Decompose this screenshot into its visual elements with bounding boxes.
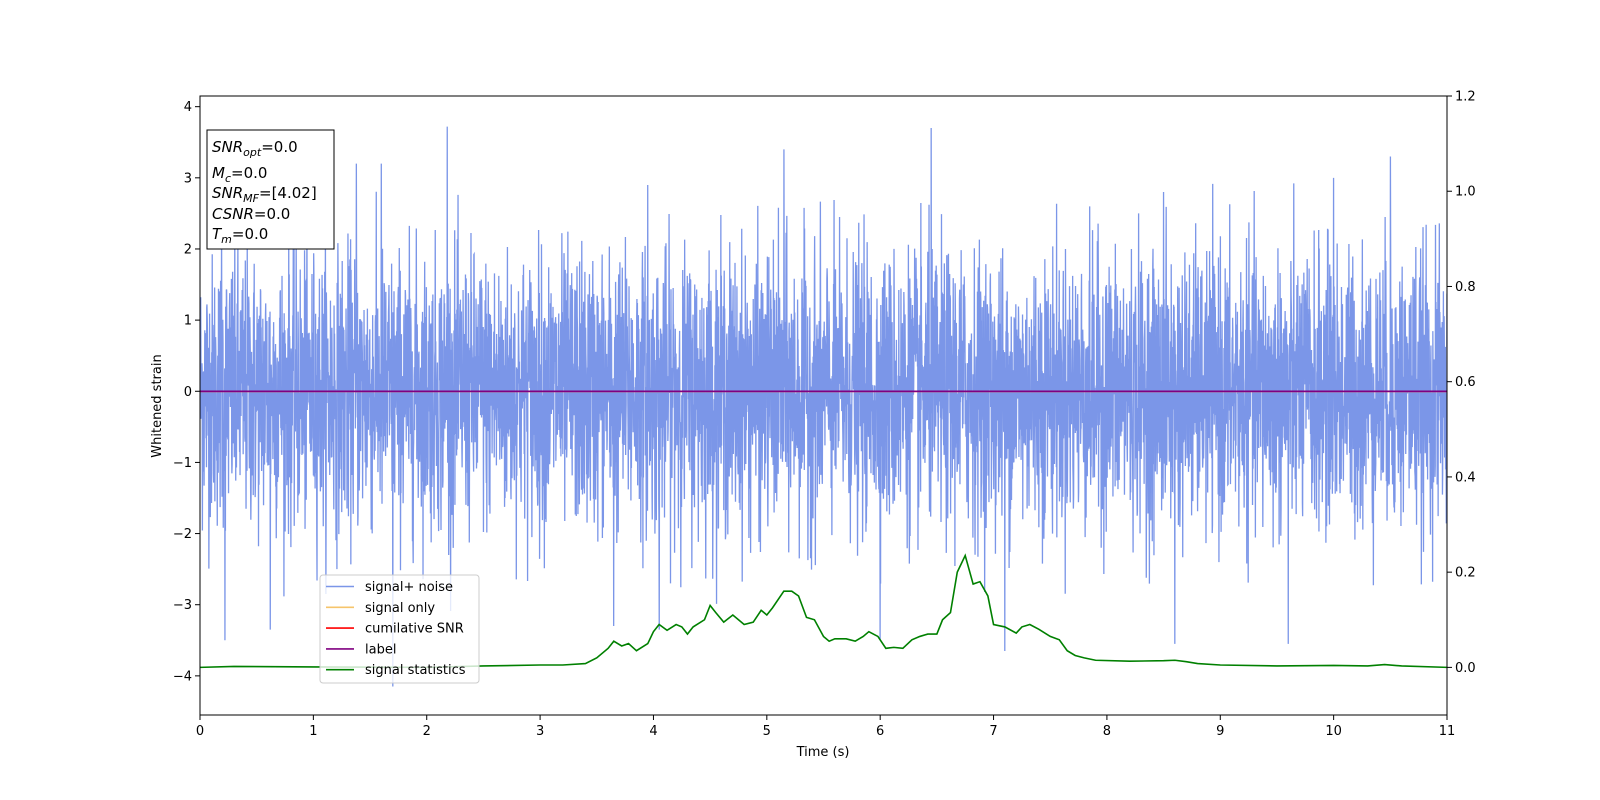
x-axis-ticks: 0 1 2 3 4 5 6 7 8 9 10 11: [196, 715, 1455, 739]
x-tick-label: 9: [1216, 724, 1224, 739]
x-tick-label: 4: [649, 724, 657, 739]
mc-text: Mc=0.0: [212, 164, 267, 185]
y-tick-label: 2: [184, 242, 192, 257]
y-tick-label: 4: [184, 100, 192, 115]
y2-tick-label: 0.6: [1455, 375, 1476, 390]
legend-frame: [319, 574, 480, 684]
y-tick-label: 1: [184, 314, 192, 329]
y-tick-label: 0: [184, 385, 192, 400]
y2-tick-label: 1.2: [1455, 90, 1476, 105]
y-tick-label: −4: [173, 669, 192, 684]
info-box: SNRopt=0.0 Mc=0.0 SNRMF=[4.02] CSNR=0.0 …: [206, 129, 335, 250]
y2-tick-label: 0.8: [1455, 280, 1476, 295]
snr-mf-text: SNRMF=[4.02]: [212, 184, 317, 205]
y-axis-ticks: 4 3 2 1 0 −1 −2 −3 −4: [173, 100, 200, 684]
x-tick-label: 5: [763, 724, 771, 739]
legend-label-label: label: [365, 642, 396, 657]
x-tick-label: 1: [309, 724, 317, 739]
y2-tick-label: 1.0: [1455, 185, 1476, 200]
legend-label-signal-noise: signal+ noise: [365, 580, 453, 595]
x-tick-label: 0: [196, 724, 204, 739]
legend-label-signal-only: signal only: [365, 601, 435, 616]
signal-statistics-line: [200, 553, 1447, 669]
y-tick-label: −2: [173, 527, 192, 542]
x-axis-label: Time (s): [796, 745, 850, 760]
y-axis-label: Whitened strain: [150, 354, 165, 457]
x-tick-label: 10: [1325, 724, 1342, 739]
plot-frame: [199, 95, 1448, 716]
x-tick-label: 11: [1439, 724, 1456, 739]
x-tick-label: 8: [1103, 724, 1111, 739]
y2-axis-ticks: 1.2 1.0 0.8 0.6 0.4 0.2 0.0: [1447, 90, 1476, 676]
line-series-layer: [200, 390, 1447, 669]
tm-text: Tm=0.0: [212, 225, 268, 246]
signal-noise-line: [200, 126, 1447, 687]
info-box-frame: [206, 129, 335, 250]
y2-tick-label: 0.0: [1455, 661, 1476, 676]
legend: signal+ noise signal only cumilative SNR la…: [319, 574, 480, 684]
y-tick-label: −3: [173, 598, 192, 613]
legend-label-signal-statistics: signal statistics: [365, 663, 466, 678]
y2-tick-label: 0.4: [1455, 470, 1476, 485]
y-tick-label: 3: [184, 171, 192, 186]
x-tick-label: 7: [989, 724, 997, 739]
snr-opt-text: SNRopt=0.0: [212, 138, 298, 159]
signal-noise-series: [200, 126, 1447, 687]
csnr-text: CSNR=0.0: [212, 205, 290, 223]
y2-tick-label: 0.2: [1455, 566, 1476, 581]
x-tick-label: 3: [536, 724, 544, 739]
legend-label-cumilative-snr: cumilative SNR: [365, 622, 464, 637]
x-tick-label: 2: [423, 724, 431, 739]
y-tick-label: −1: [173, 456, 192, 471]
x-tick-label: 6: [876, 724, 884, 739]
